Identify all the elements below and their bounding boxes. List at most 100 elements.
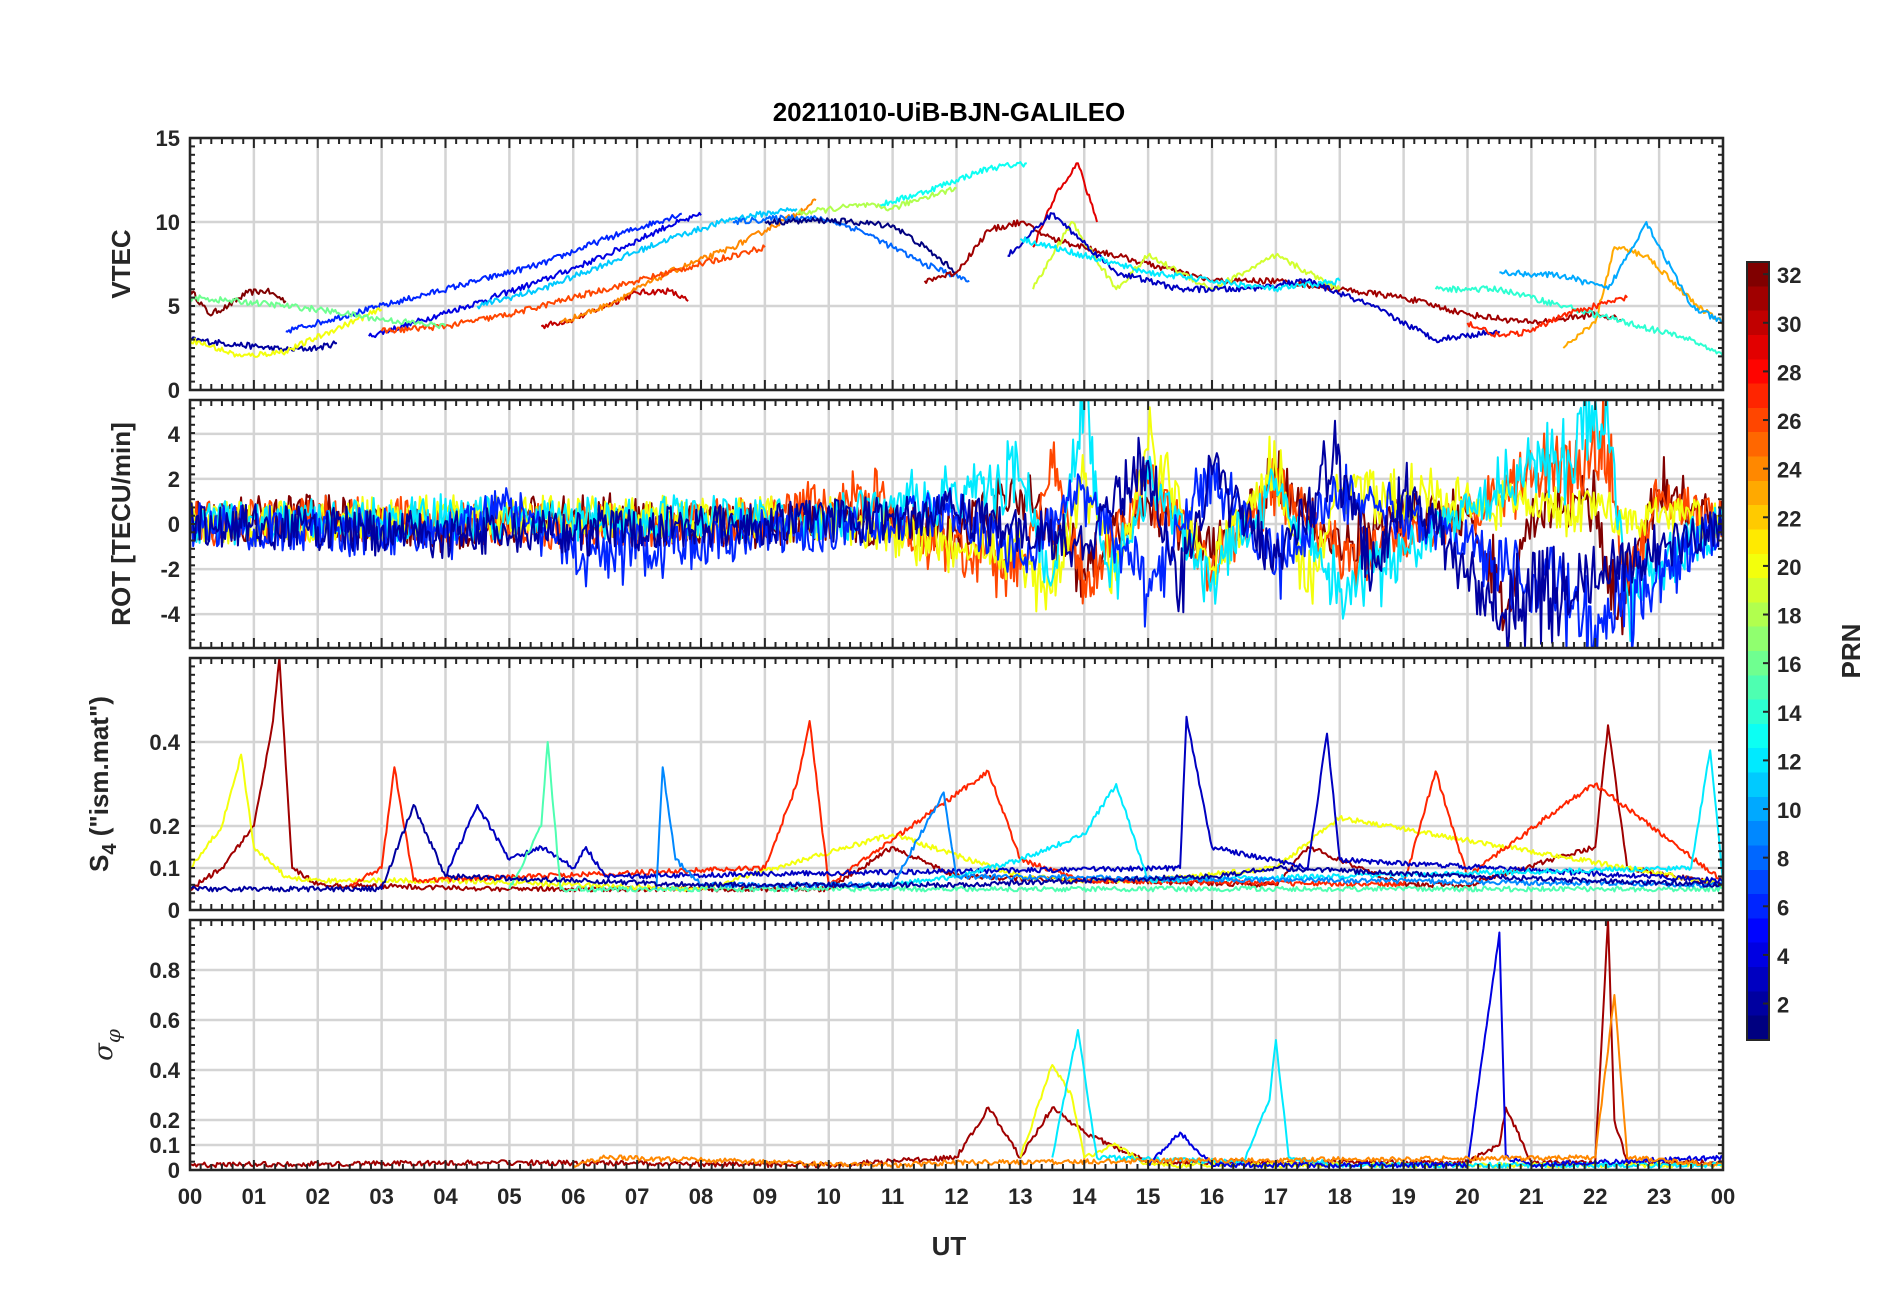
- y-tick-labels: 0 0.1 0.2 0.4: [149, 730, 180, 923]
- x-axis-label: UT: [932, 1231, 967, 1261]
- series-group: [190, 400, 1723, 648]
- x-tick-label: 23: [1647, 1184, 1671, 1209]
- y-tick-labels: 0 5 10 15: [156, 126, 180, 403]
- ticks: [189, 399, 1724, 649]
- y-axis-label-s4: S4 ("ism.mat"): [84, 696, 121, 872]
- y-tick-label: 0.8: [149, 958, 180, 983]
- x-tick-label: 17: [1264, 1184, 1288, 1209]
- y-axis-label-text: VTEC: [106, 229, 136, 299]
- x-tick-label: 00: [1711, 1184, 1735, 1209]
- x-tick-label: 03: [369, 1184, 393, 1209]
- y-axis-label-subscript: 4: [99, 843, 121, 855]
- colorbar-tick-label: 12: [1777, 749, 1801, 774]
- axes-box: [188, 656, 1725, 912]
- colorbar-gradient: [1746, 261, 1770, 1041]
- colorbar-tick-label: 10: [1777, 798, 1801, 823]
- colorbar-tick-label: 30: [1777, 312, 1801, 337]
- colorbar-tick-label: 26: [1777, 409, 1801, 434]
- y-tick-label: 15: [156, 126, 180, 151]
- panel-vtec: 0 5 10 15 VTEC: [106, 126, 1725, 403]
- x-tick-label: 15: [1136, 1184, 1160, 1209]
- x-tick-label: 07: [625, 1184, 649, 1209]
- y-tick-label: 0.2: [149, 814, 180, 839]
- x-tick-label: 05: [497, 1184, 521, 1209]
- colorbar-tick-label: 28: [1777, 360, 1801, 385]
- x-tick-label: 00: [178, 1184, 202, 1209]
- colorbar-tick-label: 20: [1777, 555, 1801, 580]
- series-group: [190, 161, 1723, 358]
- colorbar-tick-label: 18: [1777, 604, 1801, 629]
- x-tick-label: 02: [306, 1184, 330, 1209]
- y-axis-label-sigma-phi: σφ: [89, 1029, 125, 1061]
- series-line-prn-12: [190, 400, 1723, 642]
- series-line-prn-23: [1562, 246, 1723, 349]
- series-line-prn-18: [796, 186, 957, 216]
- y-tick-label: 4: [168, 422, 181, 447]
- y-tick-label: 0.1: [149, 856, 180, 881]
- series-line-prn-4: [1148, 931, 1723, 1169]
- x-tick-label: 01: [242, 1184, 266, 1209]
- colorbar-tick-label: 4: [1777, 944, 1790, 969]
- y-tick-label: 5: [168, 294, 180, 319]
- series-line-prn-2: [190, 804, 1723, 893]
- x-tick-label: 14: [1072, 1184, 1097, 1209]
- x-tick-label: 08: [689, 1184, 713, 1209]
- x-tick-label: 16: [1200, 1184, 1224, 1209]
- y-tick-labels: 00.10.2 0.4 0.6 0.8: [149, 958, 180, 1183]
- y-axis-label-subscript: φ: [101, 1029, 125, 1043]
- y-axis-label-vtec: VTEC: [106, 229, 136, 299]
- colorbar-label: PRN: [1836, 624, 1866, 679]
- colorbar-tick-label: 16: [1777, 652, 1801, 677]
- axes-box: [188, 918, 1725, 1172]
- y-tick-label: 0: [168, 1158, 180, 1183]
- panel-sigma-phi: 00.10.2 0.4 0.6 0.8 σφ 00 01 02 03 04 05 06 07 08 09 10…: [89, 918, 1735, 1209]
- series-line-prn-8: [732, 214, 970, 283]
- x-tick-label: 13: [1008, 1184, 1032, 1209]
- y-axis-label-suffix: ("ism.mat"): [84, 696, 114, 843]
- y-tick-label: 0: [168, 898, 180, 923]
- series-line-prn-20: [190, 753, 1723, 892]
- x-tick-label: 06: [561, 1184, 585, 1209]
- colorbar-tick-label: 24: [1777, 458, 1802, 483]
- colorbar-tick-label: 2: [1777, 993, 1789, 1018]
- series-line-prn-2: [190, 419, 1723, 648]
- axes-box: [188, 136, 1725, 392]
- series-line-prn-13: [879, 161, 1027, 207]
- grid: [188, 658, 1725, 910]
- series-line-prn-20: [190, 307, 383, 358]
- y-axis-label-symbol: σ: [89, 1042, 119, 1061]
- series-line-prn-31: [923, 219, 1622, 325]
- y-tick-label: -2: [160, 557, 180, 582]
- x-tick-label: 20: [1455, 1184, 1479, 1209]
- x-tick-label: 21: [1519, 1184, 1543, 1209]
- y-axis-label-rot: ROT [TECU/min]: [106, 422, 136, 626]
- y-tick-label: 0.4: [149, 1058, 180, 1083]
- x-tick-label: 11: [881, 1184, 904, 1209]
- x-tick-label: 12: [944, 1184, 968, 1209]
- colorbar-tick-label: 22: [1777, 506, 1801, 531]
- y-tick-label: 10: [156, 210, 180, 235]
- series-line-prn-2: [190, 336, 338, 353]
- y-tick-label: 2: [168, 467, 180, 492]
- y-tick-label: 0: [168, 378, 180, 403]
- y-tick-label: 0: [168, 512, 180, 537]
- series-line-prn-15: [508, 741, 1723, 893]
- series-line-prn-24: [559, 198, 817, 324]
- x-tick-label: 19: [1391, 1184, 1415, 1209]
- x-tick-label: 04: [433, 1184, 458, 1209]
- series-line-prn-1: [764, 217, 957, 274]
- x-tick-label: 18: [1328, 1184, 1352, 1209]
- y-tick-label: 0.1: [149, 1133, 180, 1158]
- series-line-prn-3: [444, 715, 1723, 884]
- y-axis-label-text: S: [84, 855, 114, 872]
- y-tick-label: -4: [160, 602, 180, 627]
- chart-title: 20211010-UiB-BJN-GALILEO: [773, 97, 1126, 127]
- series-line-prn-27: [349, 720, 1723, 889]
- series-line-prn-12: [1019, 236, 1341, 293]
- y-axis-label-text: ROT [TECU/min]: [106, 422, 136, 626]
- panel-rot: -4 -2 0 2 4 ROT [TECU/min]: [106, 398, 1725, 650]
- series-line-prn-16: [190, 294, 447, 330]
